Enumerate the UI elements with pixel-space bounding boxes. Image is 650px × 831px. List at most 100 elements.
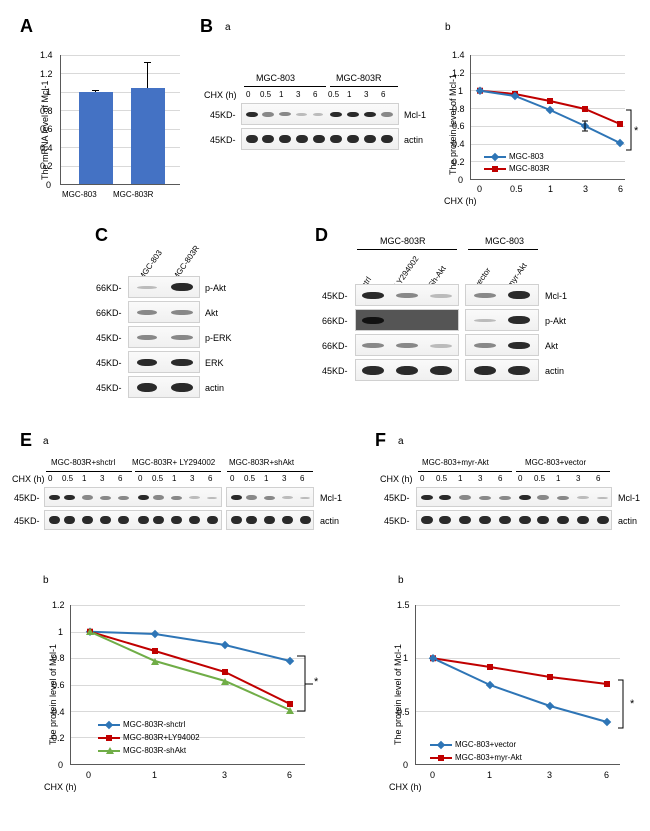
name: Mcl-1 — [545, 291, 567, 301]
panel-b-label: B — [200, 16, 213, 37]
blot-d-actin-r — [465, 359, 539, 381]
name: p-Akt — [545, 316, 566, 326]
group: MGC-803R+ LY294002 — [132, 458, 215, 467]
tp: 0 — [138, 474, 142, 483]
marker: 45KD- — [210, 135, 236, 145]
ytick: 0.4 — [40, 143, 53, 153]
legend-f1: MGC-803+vector — [430, 740, 516, 749]
name: ERK — [205, 358, 224, 368]
xtick: 3 — [222, 770, 227, 780]
ytick: 1.2 — [52, 600, 65, 610]
blot-d-pakt-r — [465, 309, 539, 331]
tp: 1 — [172, 474, 176, 483]
blot-c-perk — [128, 326, 200, 348]
blot-c-akt — [128, 301, 200, 323]
marker: 45KD- — [96, 358, 122, 368]
panel-a-label: A — [20, 16, 33, 37]
xtick: 6 — [604, 770, 609, 780]
group: MGC-803+vector — [525, 458, 586, 467]
blot-d-mcl1-r — [465, 284, 539, 306]
marker: 45KD- — [322, 366, 348, 376]
panel-f-y-title: The protein level of Mcl-1 — [393, 644, 403, 745]
name: actin — [320, 516, 339, 526]
group: MGC-803R — [380, 236, 426, 246]
legend-b2: MGC-803R — [484, 164, 549, 173]
ytick: 0.4 — [452, 139, 465, 149]
xcat: MGC-803 — [62, 190, 97, 199]
ytick: 0.6 — [452, 121, 465, 131]
name: p-Akt — [205, 283, 226, 293]
xtick: 0 — [477, 184, 482, 194]
name: Akt — [205, 308, 218, 318]
ytick: 0.8 — [40, 106, 53, 116]
xtick: 1 — [152, 770, 157, 780]
xtick: 6 — [287, 770, 292, 780]
tp: 1 — [556, 474, 560, 483]
ytick: 0.8 — [452, 104, 465, 114]
ytick: 1 — [58, 627, 63, 637]
panel-f-label: F — [375, 430, 386, 451]
ytick: 1.5 — [397, 600, 410, 610]
xtick: 6 — [618, 184, 623, 194]
tp: 0.5 — [328, 90, 339, 99]
blot-c-erk — [128, 351, 200, 373]
name: p-ERK — [205, 333, 232, 343]
blot-c-actin — [128, 376, 200, 398]
lt: MGC-803R-shAkt — [123, 746, 186, 755]
ytick: 1.2 — [40, 69, 53, 79]
name: Mcl-1 — [618, 493, 640, 503]
marker: 66KD- — [322, 341, 348, 351]
tp: 1 — [279, 90, 283, 99]
tp: 0 — [48, 474, 52, 483]
name: Mcl-1 — [320, 493, 342, 503]
marker: 45KD- — [96, 383, 122, 393]
tp: 3 — [190, 474, 194, 483]
ytick: 0.4 — [52, 707, 65, 717]
ytick: 0 — [46, 180, 51, 190]
xcat: MGC-803R — [113, 190, 153, 199]
xtick: 0 — [430, 770, 435, 780]
panel-d-label: D — [315, 225, 328, 246]
blot-b-actin — [241, 128, 399, 150]
x-label: CHX (h) — [444, 196, 477, 206]
ytick: 1 — [403, 653, 408, 663]
tp: 0 — [246, 90, 250, 99]
ytick: 0.6 — [52, 680, 65, 690]
marker: 66KD- — [96, 283, 122, 293]
marker: 45KD- — [96, 333, 122, 343]
marker: 45KD- — [384, 516, 410, 526]
ytick: 1.2 — [452, 68, 465, 78]
marker: 45KD- — [210, 110, 236, 120]
panel-e-sub-a: a — [43, 436, 49, 447]
tp: 3 — [296, 90, 300, 99]
blot-e-mcl1-a — [44, 487, 222, 507]
blot-d-akt-l — [355, 334, 459, 356]
panel-f-sub-b: b — [398, 575, 404, 586]
tp: 0.5 — [534, 474, 545, 483]
group: MGC-803 — [256, 73, 295, 83]
bar-mgc803r — [131, 88, 165, 184]
name: actin — [205, 383, 224, 393]
marker: 45KD- — [384, 493, 410, 503]
ytick: 1.4 — [40, 50, 53, 60]
tp: 1 — [82, 474, 86, 483]
name: actin — [545, 366, 564, 376]
tp: 1 — [347, 90, 351, 99]
sig-bracket-e — [297, 656, 313, 716]
ytick: 0.2 — [452, 157, 465, 167]
panel-b-sub-b: b — [445, 22, 451, 33]
marker: 45KD- — [14, 516, 40, 526]
chx-label: CHX (h) — [204, 90, 237, 100]
legend-b1: MGC-803 — [484, 152, 544, 161]
marker: 66KD- — [96, 308, 122, 318]
blot-e-actin-b — [226, 510, 314, 530]
sig-f: * — [630, 698, 634, 710]
panel-f-sub-a: a — [398, 436, 404, 447]
tp: 1 — [458, 474, 462, 483]
panel-c-label: C — [95, 225, 108, 246]
ytick: 0 — [403, 760, 408, 770]
group: MGC-803 — [485, 236, 524, 246]
legend-e3: MGC-803R-shAkt — [98, 746, 186, 755]
tp: 0.5 — [260, 90, 271, 99]
ytick: 1 — [458, 86, 463, 96]
